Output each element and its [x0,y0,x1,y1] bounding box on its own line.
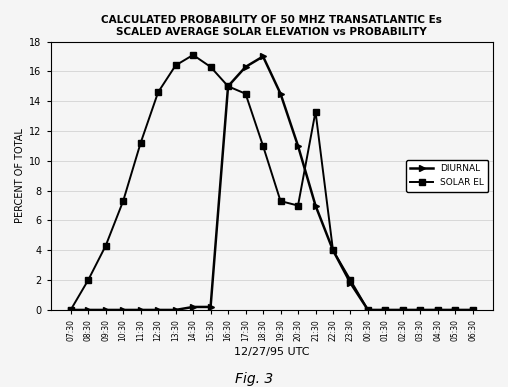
DIURNAL [260,54,266,59]
SOLAR EL [173,63,179,68]
SOLAR EL [138,140,144,145]
SOLAR EL [68,308,74,312]
SOLAR EL [85,278,91,283]
DIURNAL [365,308,371,312]
SOLAR EL [208,65,214,69]
SOLAR EL [400,308,406,312]
X-axis label: 12/27/95 UTC: 12/27/95 UTC [234,346,309,356]
SOLAR EL [330,248,336,253]
DIURNAL [277,91,283,96]
SOLAR EL [277,199,283,204]
SOLAR EL [452,308,458,312]
DIURNAL [138,308,144,312]
Y-axis label: PERCENT OF TOTAL: PERCENT OF TOTAL [15,128,25,223]
SOLAR EL [365,308,371,312]
DIURNAL [85,308,91,312]
DIURNAL [312,203,319,208]
DIURNAL [103,308,109,312]
Line: SOLAR EL: SOLAR EL [68,52,475,313]
DIURNAL [418,308,424,312]
SOLAR EL [295,203,301,208]
DIURNAL [330,248,336,253]
SOLAR EL [225,84,231,89]
Text: Fig. 3: Fig. 3 [235,372,273,386]
DIURNAL [347,281,354,286]
DIURNAL [208,305,214,309]
DIURNAL [435,308,441,312]
SOLAR EL [383,308,389,312]
DIURNAL [470,308,476,312]
Title: CALCULATED PROBABILITY OF 50 MHZ TRANSATLANTIC Es
SCALED AVERAGE SOLAR ELEVATION: CALCULATED PROBABILITY OF 50 MHZ TRANSAT… [102,15,442,37]
SOLAR EL [470,308,476,312]
DIURNAL [68,308,74,312]
DIURNAL [295,144,301,148]
SOLAR EL [418,308,424,312]
SOLAR EL [435,308,441,312]
SOLAR EL [347,278,354,283]
Legend: DIURNAL, SOLAR EL: DIURNAL, SOLAR EL [406,160,489,192]
DIURNAL [400,308,406,312]
SOLAR EL [242,91,248,96]
DIURNAL [190,305,196,309]
DIURNAL [173,308,179,312]
SOLAR EL [120,199,126,204]
SOLAR EL [312,109,319,114]
SOLAR EL [260,144,266,148]
SOLAR EL [103,243,109,248]
DIURNAL [155,308,161,312]
DIURNAL [383,308,389,312]
DIURNAL [120,308,126,312]
DIURNAL [452,308,458,312]
DIURNAL [242,65,248,69]
SOLAR EL [190,53,196,57]
DIURNAL [225,84,231,89]
SOLAR EL [155,90,161,94]
Line: DIURNAL: DIURNAL [68,54,475,313]
